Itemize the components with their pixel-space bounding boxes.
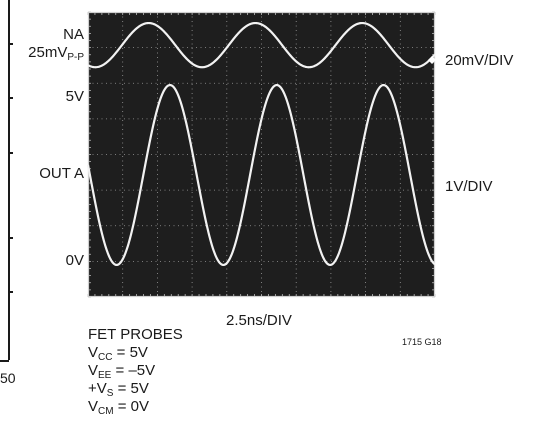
fragment-axis-line: [8, 0, 10, 360]
fragment-tick: [8, 43, 13, 45]
fragment-tick: [8, 237, 13, 239]
condition-vee: VEE = –5V: [88, 362, 156, 381]
fragment-tick: [8, 97, 13, 99]
screen-background: [88, 12, 435, 297]
trace-out-a: [86, 83, 436, 267]
channel-out-scale: 1V/DIV: [445, 178, 493, 195]
channel-na-name: NA: [63, 26, 84, 43]
conditions-header: FET PROBES: [88, 326, 183, 343]
time-scale-label: 2.5ns/DIV: [226, 312, 292, 329]
channel-na-amplitude-value: 25mV: [28, 44, 68, 61]
level-high-label: 5V: [65, 88, 84, 105]
condition-vs: +VS = 5V: [88, 380, 149, 399]
fragment-tick: [8, 152, 13, 154]
fragment-bottom-line: [0, 360, 9, 362]
channel-na-amplitude-sub: P-P: [67, 52, 84, 63]
condition-vcm: VCM = 0V: [88, 398, 150, 417]
fragment-tick: [8, 291, 13, 293]
channel-na-amplitude: 25mVP-P: [28, 44, 84, 67]
graticule: [87, 11, 436, 298]
level-low-label: 0V: [65, 252, 84, 269]
trace-na: [87, 21, 436, 69]
trigger-marker: [428, 56, 436, 64]
channel-na-scale: 20mV/DIV: [445, 52, 514, 69]
condition-vcc: VCC = 5V: [88, 344, 148, 363]
channel-out-name: OUT A: [39, 165, 84, 182]
screen-frame: [87, 11, 436, 298]
fragment-axis-label: 50: [0, 370, 16, 386]
figure-id: 1715 G18: [402, 337, 442, 347]
